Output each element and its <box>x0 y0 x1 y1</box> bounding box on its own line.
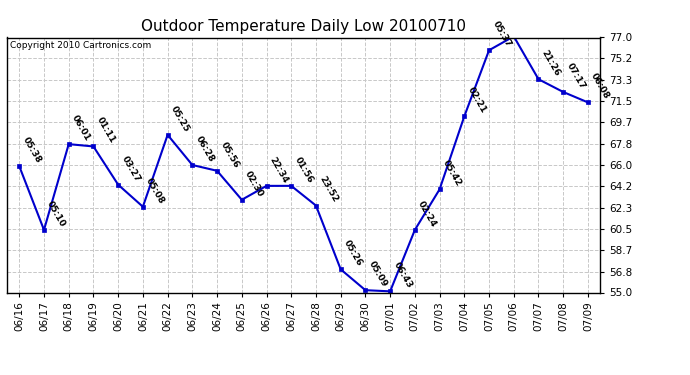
Text: 23:52: 23:52 <box>317 175 339 204</box>
Text: 05:37: 05:37 <box>491 20 513 49</box>
Text: 02:30: 02:30 <box>243 169 265 198</box>
Text: 02:24: 02:24 <box>416 199 438 228</box>
Text: 02:21: 02:21 <box>466 86 488 115</box>
Text: 06:28: 06:28 <box>194 134 216 164</box>
Text: 05:42: 05:42 <box>441 159 463 188</box>
Text: 07:17: 07:17 <box>564 61 586 91</box>
Text: 05:56: 05:56 <box>219 140 241 170</box>
Text: 05:10: 05:10 <box>46 200 68 228</box>
Text: 01:56: 01:56 <box>293 155 315 184</box>
Text: 22:34: 22:34 <box>268 155 290 184</box>
Text: 06:06: 06:06 <box>0 374 1 375</box>
Text: 05:26: 05:26 <box>342 239 364 268</box>
Text: Outdoor Temperature Daily Low 20100710: Outdoor Temperature Daily Low 20100710 <box>141 19 466 34</box>
Text: 06:08: 06:08 <box>589 72 611 101</box>
Text: Copyright 2010 Cartronics.com: Copyright 2010 Cartronics.com <box>10 41 151 50</box>
Text: 05:09: 05:09 <box>367 260 389 289</box>
Text: 01:11: 01:11 <box>95 116 117 145</box>
Text: 21:26: 21:26 <box>540 48 562 78</box>
Text: 05:38: 05:38 <box>21 136 43 165</box>
Text: 06:01: 06:01 <box>70 114 92 143</box>
Text: 05:25: 05:25 <box>169 104 191 134</box>
Text: 06:43: 06:43 <box>391 261 413 290</box>
Text: 05:08: 05:08 <box>144 176 166 206</box>
Text: 03:27: 03:27 <box>119 154 141 183</box>
